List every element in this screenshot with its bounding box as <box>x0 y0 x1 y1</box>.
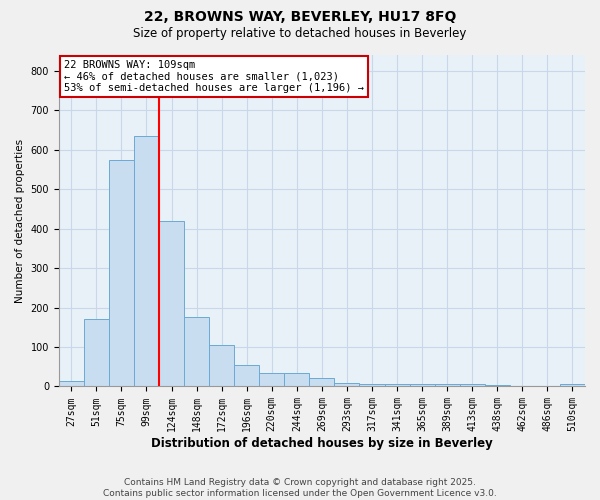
Text: Contains HM Land Registry data © Crown copyright and database right 2025.
Contai: Contains HM Land Registry data © Crown c… <box>103 478 497 498</box>
Bar <box>284 374 310 386</box>
Text: Size of property relative to detached houses in Beverley: Size of property relative to detached ho… <box>133 28 467 40</box>
Bar <box>334 382 359 386</box>
Bar <box>184 318 209 386</box>
Bar <box>59 380 84 386</box>
Bar <box>109 160 134 386</box>
Bar <box>234 365 259 386</box>
Bar <box>460 384 485 386</box>
Bar <box>134 136 159 386</box>
Bar <box>385 384 410 386</box>
Bar <box>434 384 460 386</box>
Bar <box>410 384 434 386</box>
Bar <box>209 345 234 387</box>
Bar <box>359 384 385 386</box>
Bar <box>310 378 334 386</box>
Bar <box>159 220 184 386</box>
X-axis label: Distribution of detached houses by size in Beverley: Distribution of detached houses by size … <box>151 437 493 450</box>
Text: 22, BROWNS WAY, BEVERLEY, HU17 8FQ: 22, BROWNS WAY, BEVERLEY, HU17 8FQ <box>144 10 456 24</box>
Text: 22 BROWNS WAY: 109sqm
← 46% of detached houses are smaller (1,023)
53% of semi-d: 22 BROWNS WAY: 109sqm ← 46% of detached … <box>64 60 364 93</box>
Bar <box>259 372 284 386</box>
Bar <box>560 384 585 386</box>
Y-axis label: Number of detached properties: Number of detached properties <box>15 138 25 303</box>
Bar <box>84 320 109 386</box>
